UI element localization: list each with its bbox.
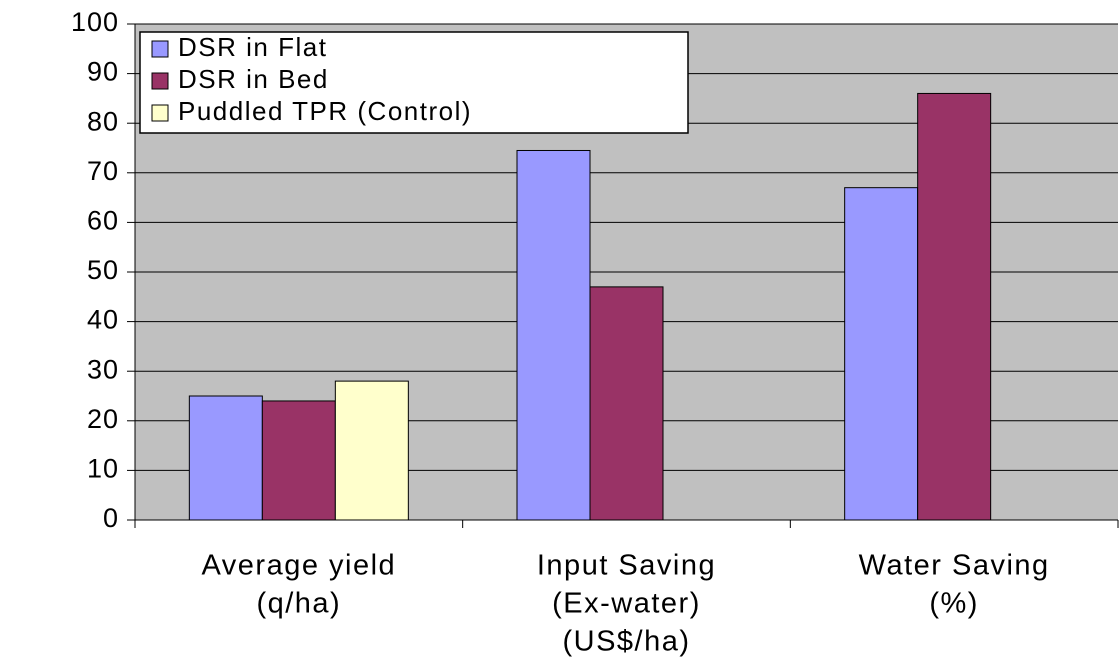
y-tick-label: 10 <box>87 454 119 484</box>
bar <box>334 380 409 521</box>
x-tick-label: Input Saving <box>537 550 716 582</box>
x-tick-label: (q/ha) <box>256 588 341 620</box>
legend-label: DSR in Bed <box>178 64 329 94</box>
legend-box <box>139 31 689 134</box>
bar <box>589 286 664 521</box>
y-tick-label: 20 <box>87 404 119 434</box>
y-tick-label: 50 <box>87 255 119 285</box>
y-tick-label: 0 <box>103 503 119 533</box>
y-tick-label: 100 <box>71 7 119 37</box>
legend-swatch <box>151 104 169 122</box>
bar <box>188 395 263 521</box>
x-tick-label: Average yield <box>201 550 396 582</box>
x-tick-label: (Ex-water) <box>552 588 701 620</box>
bar <box>516 149 591 521</box>
y-tick-label: 70 <box>87 156 119 186</box>
bar <box>261 400 336 521</box>
y-tick-label: 80 <box>87 106 119 136</box>
y-tick-label: 30 <box>87 354 119 384</box>
y-tick-label: 90 <box>87 57 119 87</box>
legend-swatch <box>151 40 169 58</box>
y-tick-label: 40 <box>87 305 119 335</box>
legend-label: DSR in Flat <box>178 32 327 62</box>
bar <box>917 92 992 521</box>
legend-label: Puddled TPR (Control) <box>178 96 472 126</box>
legend-swatch <box>151 72 169 90</box>
bar <box>844 187 919 521</box>
x-tick-label: Water Saving <box>859 550 1050 582</box>
x-tick-label: (%) <box>929 588 979 620</box>
x-tick-label: (US$/ha) <box>562 626 690 658</box>
y-tick-label: 60 <box>87 206 119 236</box>
